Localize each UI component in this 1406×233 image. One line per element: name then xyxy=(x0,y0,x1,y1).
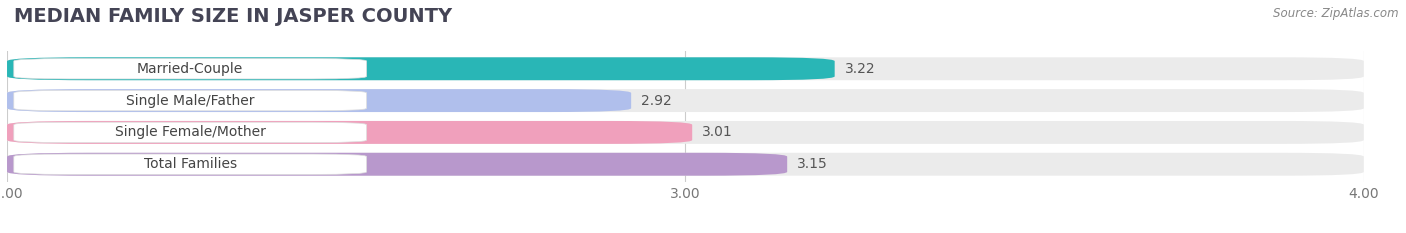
Text: Source: ZipAtlas.com: Source: ZipAtlas.com xyxy=(1274,7,1399,20)
FancyBboxPatch shape xyxy=(14,154,367,175)
Text: MEDIAN FAMILY SIZE IN JASPER COUNTY: MEDIAN FAMILY SIZE IN JASPER COUNTY xyxy=(14,7,453,26)
FancyBboxPatch shape xyxy=(7,57,1364,80)
FancyBboxPatch shape xyxy=(14,122,367,143)
Text: Single Female/Mother: Single Female/Mother xyxy=(115,125,266,139)
Text: Married-Couple: Married-Couple xyxy=(136,62,243,76)
Text: 2.92: 2.92 xyxy=(641,94,672,108)
Text: Single Male/Father: Single Male/Father xyxy=(127,94,254,108)
FancyBboxPatch shape xyxy=(14,90,367,111)
FancyBboxPatch shape xyxy=(7,121,1364,144)
FancyBboxPatch shape xyxy=(7,57,835,80)
Text: 3.15: 3.15 xyxy=(797,157,828,171)
Text: Total Families: Total Families xyxy=(143,157,236,171)
FancyBboxPatch shape xyxy=(14,58,367,79)
Text: 3.22: 3.22 xyxy=(845,62,876,76)
FancyBboxPatch shape xyxy=(7,121,692,144)
FancyBboxPatch shape xyxy=(7,153,787,176)
FancyBboxPatch shape xyxy=(7,89,631,112)
Text: 3.01: 3.01 xyxy=(703,125,733,139)
FancyBboxPatch shape xyxy=(7,89,1364,112)
FancyBboxPatch shape xyxy=(7,153,1364,176)
